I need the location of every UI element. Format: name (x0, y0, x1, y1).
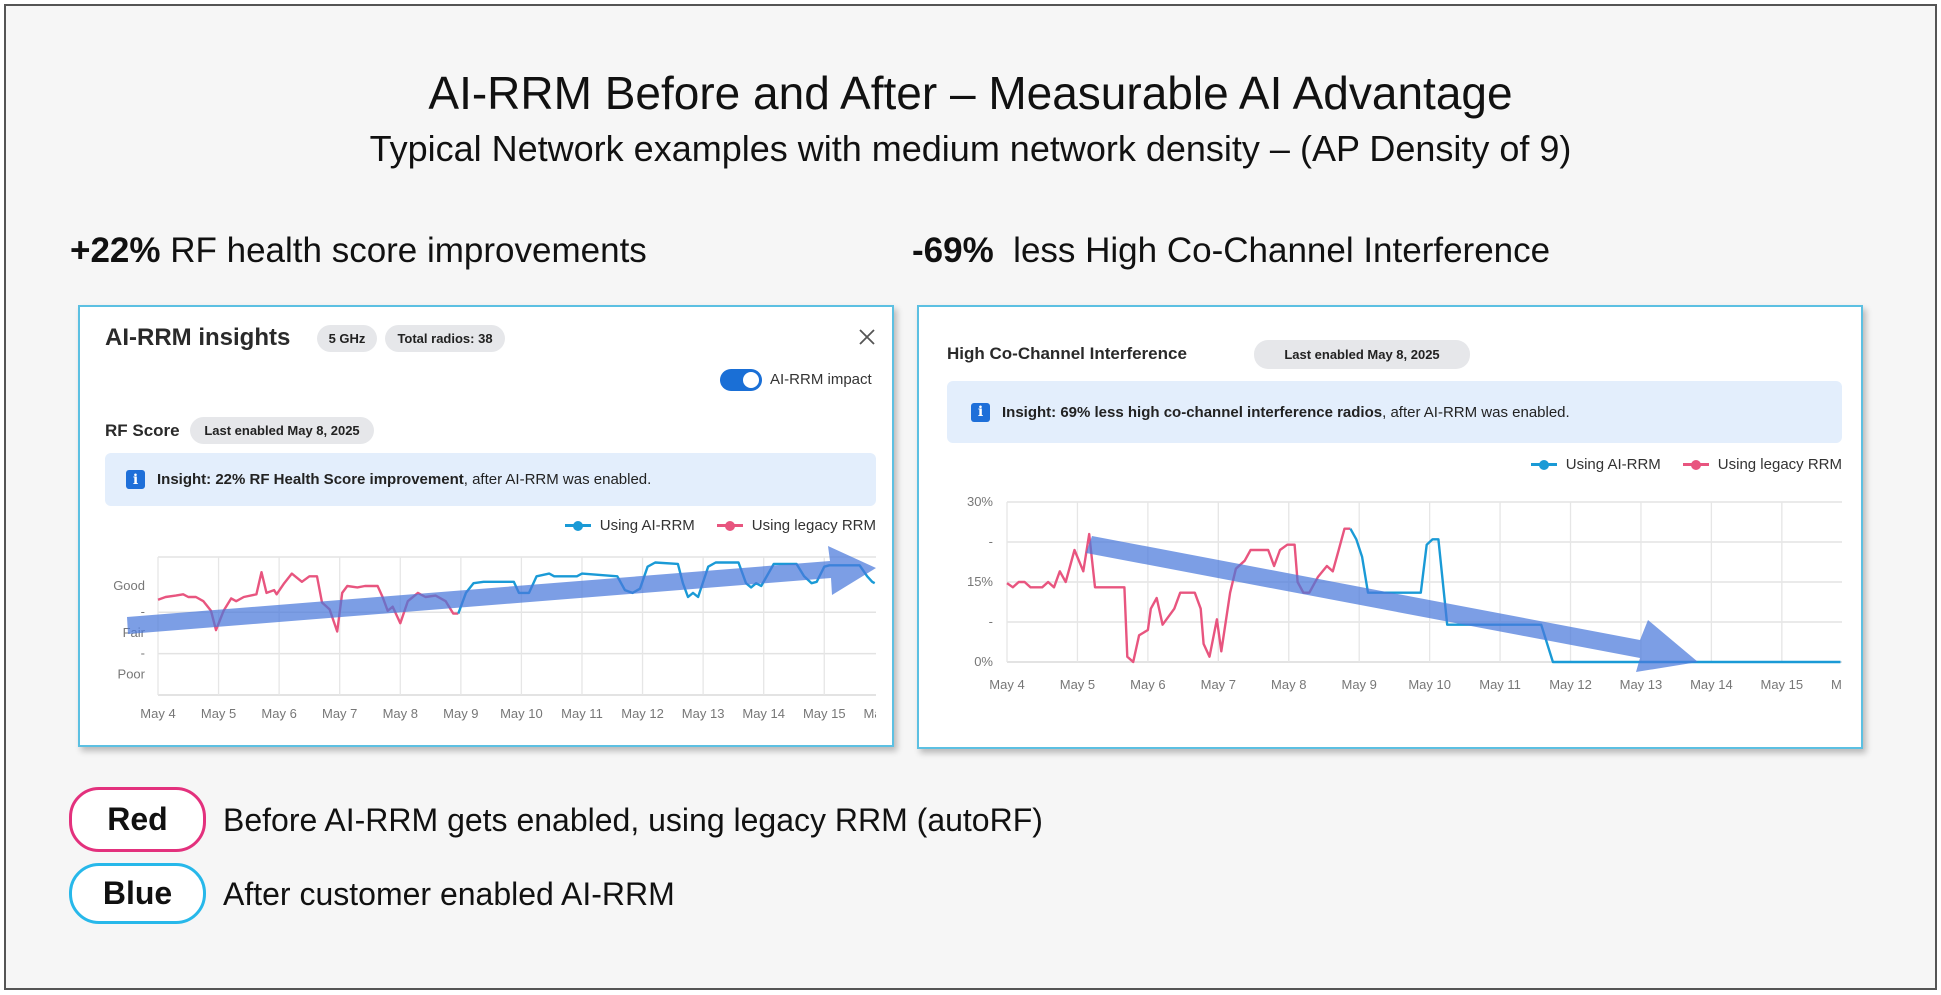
y-tick-label: - (989, 534, 993, 549)
legend-marker (564, 520, 591, 531)
close-icon (859, 329, 875, 345)
y-tick-label: - (989, 614, 993, 629)
x-tick-label: May 4 (989, 677, 1024, 692)
x-tick-label: May 6 (261, 706, 296, 721)
insight-banner: i Insight: 69% less high co-channel inte… (947, 381, 1842, 443)
using-ai-rrm-line (1349, 528, 1841, 664)
total-radios-badge: Total radios: 38 (385, 325, 505, 352)
x-tick-label: May 7 (322, 706, 357, 721)
slide-subtitle: Typical Network examples with medium net… (369, 128, 1572, 169)
legend-label: Using legacy RRM (751, 517, 876, 534)
last-enabled-badge: Last enabled May 8, 2025 (190, 417, 374, 444)
insight-banner: i Insight: 22% RF Health Score improveme… (105, 453, 876, 506)
x-tick-label: May 12 (621, 706, 664, 721)
x-tick-label: May 5 (1060, 677, 1095, 692)
insight-rest: , after AI-RRM was enabled. (1382, 403, 1570, 421)
insight-bold: Insight: 69% less high co-channel interf… (1002, 403, 1383, 421)
legend-label: Using AI-RRM (599, 517, 695, 534)
legend-label: Using legacy RRM (1717, 456, 1842, 473)
x-tick-label: May 7 (1201, 677, 1236, 692)
info-icon: i (971, 402, 990, 422)
legend-legacy-rrm: Using legacy RRM (1682, 456, 1842, 473)
rf-score-chart: May 4 May 5 May 6 May 7 May 8 May 9 May 10 May … (113, 556, 876, 721)
cci-panel (917, 305, 1863, 749)
x-tick-label: May 8 (383, 706, 418, 721)
x-tick-label: May 11 (561, 706, 603, 721)
chart-legend: Using AI-RRM Using legacy RRM (543, 517, 876, 534)
headline-text: less High Co-Channel Interference (993, 231, 1551, 270)
x-tick-label: May 14 (742, 706, 785, 721)
info-icon: i (126, 470, 145, 489)
y-tick-label: 30% (967, 494, 993, 509)
x-tick-label: May 4 (140, 706, 175, 721)
x-tick-label: May 14 (1690, 677, 1733, 692)
x-tick-label: May 12 (1549, 677, 1592, 692)
y-tick-label: - (141, 604, 145, 619)
x-tick-label: May 16 (1831, 677, 1842, 692)
x-tick-label: May 13 (682, 706, 725, 721)
legend-label: Using AI-RRM (1565, 456, 1661, 473)
y-tick-label: Good (113, 578, 145, 593)
x-tick-label: May 16 (864, 706, 876, 721)
x-tick-label: May 9 (1341, 677, 1376, 692)
x-tick-label: May 10 (500, 706, 543, 721)
legend-marker (1682, 459, 1709, 470)
key-red-pill: Red (69, 787, 206, 852)
x-tick-label: May 13 (1620, 677, 1663, 692)
headline-value: +22% (70, 231, 161, 270)
x-tick-label: May 15 (1761, 677, 1804, 692)
section-title: RF Score (105, 421, 180, 440)
slide-title: AI-RRM Before and After – Measurable AI … (428, 67, 1513, 119)
key-red-text: Before AI-RRM gets enabled, using legacy… (223, 802, 1043, 838)
ai-rrm-impact-toggle[interactable] (720, 369, 762, 391)
using-legacy-rrm-line (1006, 527, 1351, 664)
insight-bold: Insight: 22% RF Health Score improvement (157, 471, 464, 488)
insight-text: Insight: 69% less high co-channel interf… (1002, 404, 1570, 421)
x-tick-label: May 5 (201, 706, 236, 721)
legend-ai-rrm: Using AI-RRM (564, 517, 695, 534)
x-tick-label: May 6 (1130, 677, 1165, 692)
using-ai-rrm-line (457, 561, 876, 615)
key-blue-text: After customer enabled AI-RRM (223, 876, 675, 912)
headline-cci: -69% less High Co-Channel Interference (912, 230, 1550, 272)
y-tick-label: - (141, 646, 145, 661)
legend-ai-rrm: Using AI-RRM (1530, 456, 1661, 473)
insight-text: Insight: 22% RF Health Score improvement… (157, 471, 651, 488)
y-tick-label: Fair (123, 625, 146, 640)
x-tick-label: May 8 (1271, 677, 1306, 692)
x-tick-label: May 11 (1479, 677, 1521, 692)
using-legacy-rrm-line (157, 571, 459, 633)
toggle-label: AI-RRM impact (770, 371, 872, 388)
section-title: High Co-Channel Interference (947, 344, 1187, 363)
close-button[interactable] (857, 326, 877, 348)
x-tick-label: May 9 (443, 706, 478, 721)
insight-rest: , after AI-RRM was enabled. (463, 471, 652, 488)
y-tick-label: Poor (118, 666, 146, 681)
x-tick-label: May 10 (1408, 677, 1451, 692)
key-blue-pill: Blue (69, 863, 206, 924)
headline-rf-score: +22% RF health score improvements (70, 230, 647, 272)
panel-title: AI-RRM insights (105, 324, 291, 351)
toggle-knob (743, 372, 759, 388)
band-badge: 5 GHz (317, 325, 377, 352)
chart-legend: Using AI-RRM Using legacy RRM (1509, 456, 1842, 473)
headline-value: -69% (912, 231, 994, 270)
legend-marker (1530, 459, 1557, 470)
headline-text: RF health score improvements (160, 231, 647, 270)
legend-marker (716, 520, 743, 531)
cci-chart: May 4 May 5 May 6 May 7 May 8 May 9 May 10 May … (967, 494, 1842, 692)
y-tick-label: 15% (967, 574, 993, 589)
y-tick-label: 0% (974, 654, 993, 669)
legend-legacy-rrm: Using legacy RRM (716, 517, 876, 534)
last-enabled-badge: Last enabled May 8, 2025 (1254, 340, 1470, 369)
x-tick-label: May 15 (803, 706, 846, 721)
